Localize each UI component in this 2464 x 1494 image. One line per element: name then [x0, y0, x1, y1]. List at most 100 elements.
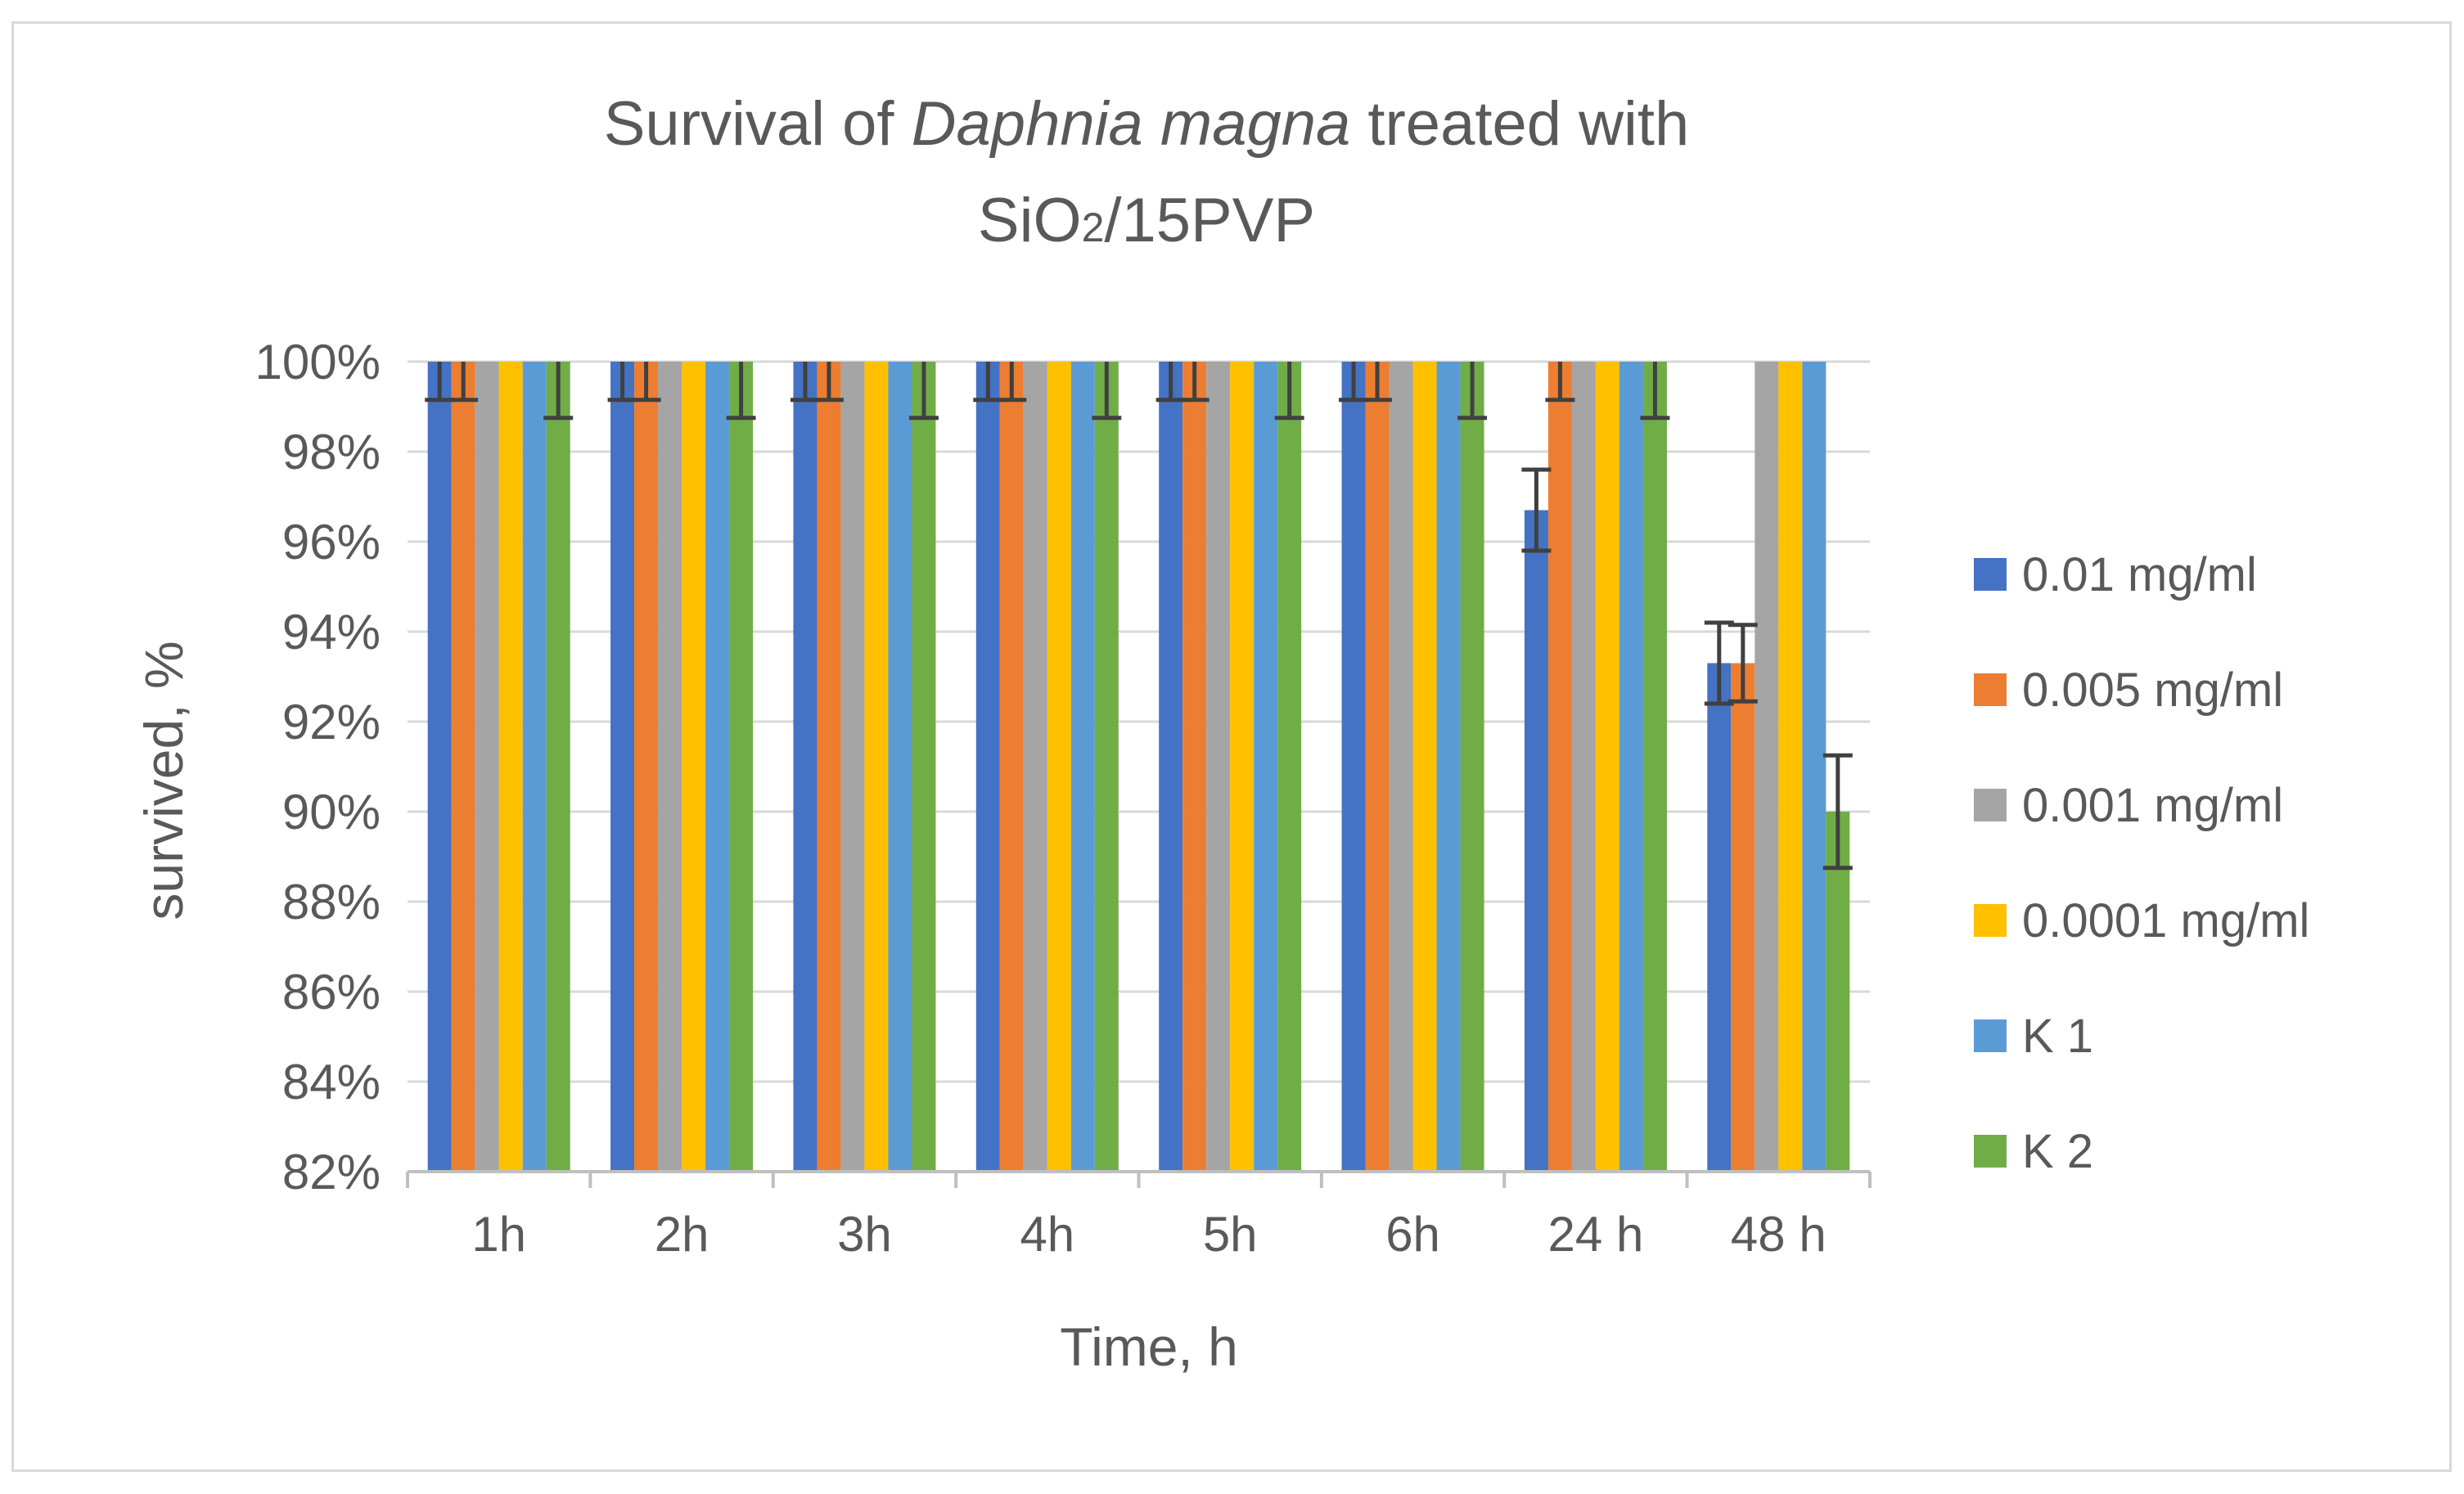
- bar: [1159, 362, 1183, 1172]
- bar: [475, 362, 499, 1172]
- bar: [1341, 362, 1366, 1172]
- legend-label: K 1: [2022, 1010, 2093, 1063]
- bar: [1389, 362, 1413, 1172]
- error-bar: [543, 362, 574, 421]
- bar: [888, 362, 912, 1172]
- chart-title-line-2: SiO2/15PVP: [978, 186, 1315, 255]
- bar: [793, 362, 818, 1172]
- bar: [840, 362, 865, 1172]
- bar: [999, 362, 1024, 1172]
- error-bar: [813, 362, 844, 403]
- y-tick-label: 96%: [282, 515, 381, 569]
- chart-title-line-1: Survival of Daphnia magna treated with: [604, 89, 1690, 159]
- bar: [1460, 362, 1484, 1172]
- chart-frame: Survival of Daphnia magna treated with S…: [11, 21, 2452, 1472]
- error-bar: [1545, 362, 1575, 403]
- bar: [1254, 362, 1278, 1172]
- error-bar: [908, 362, 939, 421]
- bar: [1365, 362, 1390, 1172]
- bar: [1094, 362, 1119, 1172]
- y-tick-label: 92%: [282, 695, 381, 749]
- y-tick-label: 90%: [282, 785, 381, 839]
- bar: [1619, 362, 1643, 1172]
- bar: [705, 362, 730, 1172]
- error-bar: [1092, 362, 1122, 421]
- bar: [1206, 362, 1231, 1172]
- legend-entry: 0.01 mg/ml: [1974, 548, 2257, 601]
- error-bar: [1728, 623, 1758, 704]
- x-axis-title: Time, h: [1060, 1316, 1238, 1377]
- x-tick-label: 2h: [655, 1207, 709, 1262]
- error-bar: [1640, 362, 1670, 421]
- bar: [1826, 812, 1850, 1172]
- legend-swatch: [1974, 558, 2007, 591]
- bar: [1731, 663, 1755, 1172]
- bar: [864, 362, 889, 1172]
- legend-swatch: [1974, 1019, 2007, 1052]
- x-tick-label: 48 h: [1731, 1207, 1827, 1262]
- error-bar: [1521, 467, 1552, 553]
- bar: [1642, 362, 1667, 1172]
- error-bar: [448, 362, 479, 403]
- error-bar: [997, 362, 1027, 403]
- bar: [1755, 362, 1779, 1172]
- bar: [451, 362, 475, 1172]
- bar: [1547, 362, 1572, 1172]
- bar: [1023, 362, 1047, 1172]
- bar: [817, 362, 841, 1172]
- y-tick-label: 94%: [282, 605, 381, 659]
- bar: [1182, 362, 1207, 1172]
- axes: [406, 1170, 1872, 1188]
- x-tick-labels: 1h 2h 3h 4h 5h 6h 24 h 48 h: [471, 1207, 1826, 1262]
- error-bar: [1822, 753, 1853, 871]
- bar: [729, 362, 754, 1172]
- error-bars: [425, 362, 1853, 871]
- y-tick-label: 88%: [282, 875, 381, 929]
- x-tick-label: 24 h: [1548, 1207, 1644, 1262]
- bar: [1571, 362, 1596, 1172]
- legend-label: 0.005 mg/ml: [2022, 664, 2283, 717]
- bar: [1524, 510, 1548, 1172]
- y-tick-label: 98%: [282, 425, 381, 479]
- bar: [522, 362, 547, 1172]
- legend-entry: 0.001 mg/ml: [1974, 779, 2283, 832]
- legend-swatch: [1974, 1135, 2007, 1168]
- bar: [912, 362, 936, 1172]
- bar: [1436, 362, 1461, 1172]
- legend-entry: 0.0001 mg/ml: [1974, 894, 2309, 947]
- bar: [1778, 362, 1803, 1172]
- error-bar: [1704, 620, 1734, 706]
- x-tick-label: 4h: [1020, 1207, 1074, 1262]
- bar: [427, 362, 452, 1172]
- legend-label: 0.01 mg/ml: [2022, 548, 2257, 601]
- legend-label: 0.001 mg/ml: [2022, 779, 2283, 832]
- error-bar: [1179, 362, 1209, 403]
- bar: [610, 362, 635, 1172]
- bar: [1707, 663, 1732, 1172]
- legend-label: K 2: [2022, 1125, 2093, 1178]
- legend-swatch: [1974, 904, 2007, 937]
- x-tick-label: 3h: [837, 1207, 892, 1262]
- bar: [682, 362, 706, 1172]
- bar: [634, 362, 659, 1172]
- bar: [1047, 362, 1071, 1172]
- error-bar: [726, 362, 756, 421]
- bar: [658, 362, 682, 1172]
- bar: [1277, 362, 1302, 1172]
- error-bar: [1363, 362, 1393, 403]
- y-tick-label: 84%: [282, 1055, 381, 1109]
- y-tick-label: 86%: [282, 965, 381, 1019]
- bar: [1802, 362, 1827, 1172]
- legend-entry: K 2: [1974, 1125, 2093, 1178]
- legend-swatch: [1974, 789, 2007, 821]
- y-axis-title: survived, %: [133, 641, 194, 920]
- bar: [1070, 362, 1095, 1172]
- legend-label: 0.0001 mg/ml: [2022, 894, 2309, 947]
- bar: [1412, 362, 1437, 1172]
- error-bar: [631, 362, 661, 403]
- y-tick-labels: 82% 84% 86% 88% 90% 92% 94% 96% 98% 100%: [255, 335, 381, 1199]
- y-tick-label: 82%: [282, 1145, 381, 1199]
- x-tick-label: 1h: [471, 1207, 526, 1262]
- bar: [498, 362, 523, 1172]
- bar: [975, 362, 1000, 1172]
